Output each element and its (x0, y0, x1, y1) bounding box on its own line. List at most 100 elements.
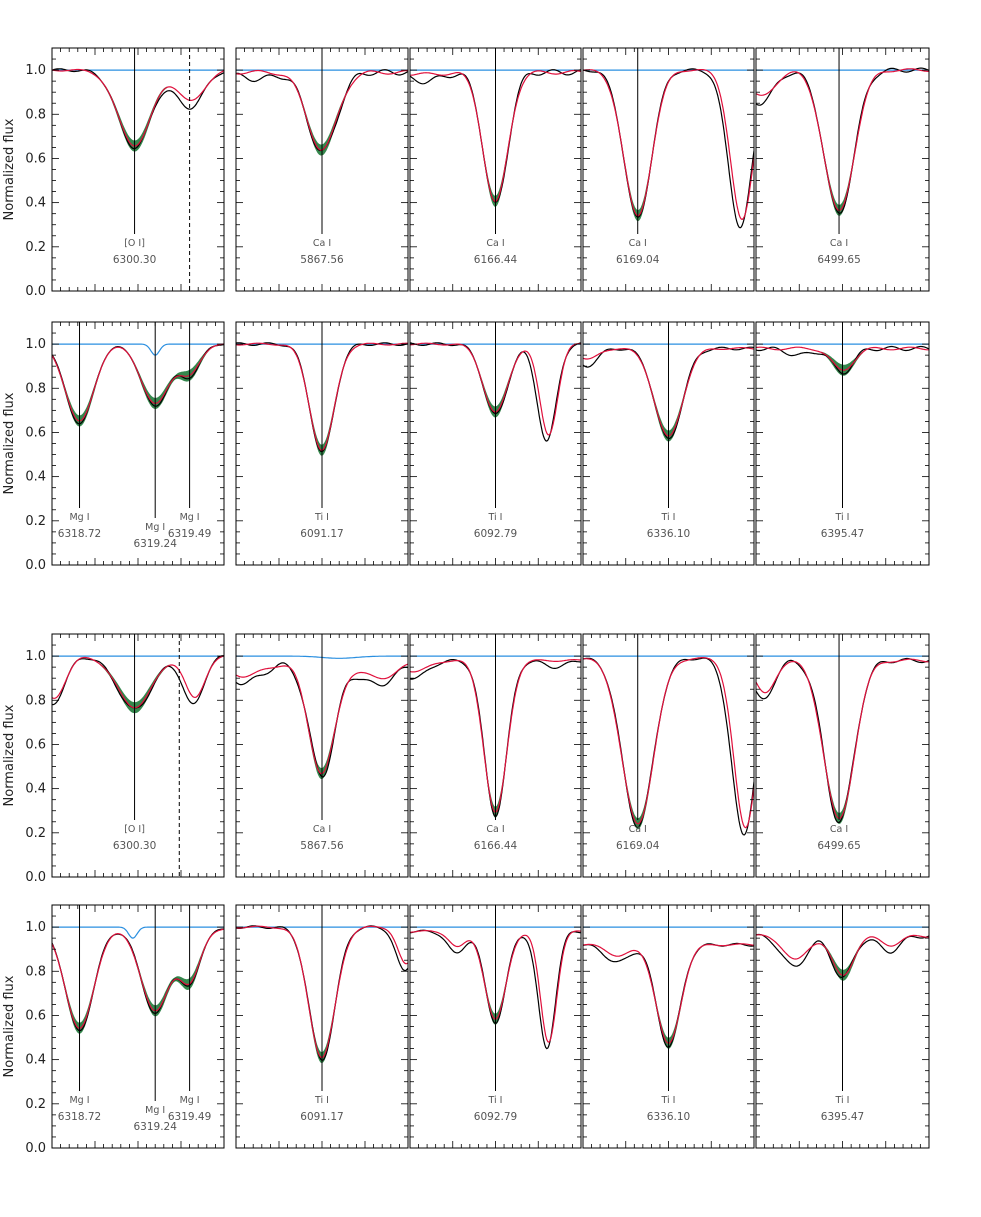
line-species-label: [O I] (124, 238, 145, 249)
line-species-label: Mg I (69, 512, 89, 523)
line-wavelength-label: 6336.10 (647, 528, 690, 540)
spectrum-panel: [O I] 6300.30 (51, 633, 225, 878)
line-species-label: Ti I (661, 512, 676, 523)
line-wavelength-label: 6092.79 (474, 1111, 517, 1123)
line-wavelength-label: 6169.04 (616, 840, 660, 852)
line-wavelength-label: 5867.56 (300, 840, 344, 852)
y-tick-label: 0.8 (25, 964, 46, 979)
spectrum-panel: Ti I 6336.10 (582, 904, 755, 1149)
line-wavelength-label: 6166.44 (474, 840, 518, 852)
observed-spectrum-line (583, 68, 754, 229)
observed-spectrum-line (52, 68, 224, 150)
line-species-label: Ca I (313, 824, 331, 835)
observed-spectrum-line (52, 655, 224, 709)
line-wavelength-label: 6318.72 (58, 1111, 101, 1123)
observed-spectrum-line (756, 67, 929, 214)
y-tick-label: 1.0 (25, 337, 46, 352)
spectrum-panel: Ti I 6092.79 (409, 321, 582, 566)
synthetic-spectrum-line (52, 68, 224, 147)
y-tick-label: 1.0 (25, 649, 46, 664)
y-tick-label: 0.0 (25, 870, 46, 885)
line-species-label: Ti I (835, 1095, 850, 1106)
line-species-label: Ti I (314, 512, 329, 523)
y-tick-label: 0.0 (25, 558, 46, 573)
line-species-label: Mg I (180, 512, 200, 523)
line-species-label: Ti I (314, 1095, 329, 1106)
line-species-label: Ca I (313, 238, 331, 249)
telluric-spectrum-line (52, 343, 224, 356)
line-species-label: Mg I (69, 1095, 89, 1106)
spectrum-panel: Ti I 6395.47 (755, 321, 930, 566)
synthetic-spectrum-line (756, 68, 929, 212)
observed-spectrum-line (583, 657, 754, 836)
line-species-label: Ti I (488, 1095, 503, 1106)
spectrum-panel: [O I] 6300.30 (51, 47, 225, 292)
y-tick-label: 0.6 (25, 1008, 46, 1023)
y-tick-label: 0.2 (25, 1097, 46, 1112)
line-species-label: Ca I (486, 824, 504, 835)
line-wavelength-label: 6499.65 (817, 840, 860, 852)
y-axis-label: Normalized flux (2, 704, 17, 806)
line-wavelength-label: 6169.04 (616, 254, 660, 266)
synthetic-spectrum-line (583, 657, 754, 829)
y-axis-label: Normalized flux (2, 118, 17, 220)
observed-spectrum-line (52, 928, 224, 1032)
line-species-label: Ti I (488, 512, 503, 523)
line-wavelength-label: 6091.17 (300, 1111, 343, 1123)
y-tick-label: 0.6 (25, 151, 46, 166)
y-tick-label: 0.2 (25, 514, 46, 529)
y-tick-label: 0.4 (25, 470, 46, 485)
line-wavelength-label: 6499.65 (817, 254, 860, 266)
line-wavelength-label: 6300.30 (113, 254, 156, 266)
observed-spectrum-line (52, 344, 224, 425)
line-wavelength-label: 6336.10 (647, 1111, 690, 1123)
line-wavelength-label: 6319.49 (168, 1111, 211, 1123)
spectrum-panel: Ca I 6499.65 (755, 47, 930, 292)
line-wavelength-label: 5867.56 (300, 254, 344, 266)
y-tick-label: 0.0 (25, 1141, 46, 1156)
line-species-label: Mg I (145, 522, 165, 533)
synthetic-spectrum-line (756, 658, 929, 820)
line-wavelength-label: 6166.44 (474, 254, 518, 266)
telluric-spectrum-line (52, 926, 224, 939)
synthetic-spectrum-line (52, 655, 224, 709)
spectrum-panel: Ti I 6091.17 (235, 321, 409, 566)
y-tick-label: 0.4 (25, 1053, 46, 1068)
y-tick-label: 0.8 (25, 381, 46, 396)
line-wavelength-label: 6091.17 (300, 528, 343, 540)
line-species-label: Ti I (661, 1095, 676, 1106)
synthetic-spectrum-line (52, 928, 224, 1029)
line-species-label: Ca I (486, 238, 504, 249)
spectrum-panel: Ca I 6166.44 (409, 633, 582, 878)
y-tick-label: 0.8 (25, 107, 46, 122)
line-species-label: Mg I (145, 1105, 165, 1116)
y-tick-label: 1.0 (25, 63, 46, 78)
line-species-label: Mg I (180, 1095, 200, 1106)
line-species-label: [O I] (124, 824, 145, 835)
uncertainty-band (169, 936, 211, 990)
spectrum-panel: Ca I 6169.04 (582, 47, 755, 292)
spectrum-panel: Ca I 6499.65 (755, 633, 930, 878)
line-wavelength-label: 6395.47 (821, 528, 864, 540)
synthetic-spectrum-line (52, 343, 224, 422)
line-species-label: Ca I (629, 238, 647, 249)
y-tick-label: 0.8 (25, 693, 46, 708)
y-tick-label: 0.6 (25, 425, 46, 440)
panel-frame (582, 633, 755, 878)
y-tick-label: 0.0 (25, 284, 46, 299)
y-axis-label: Normalized flux (2, 392, 17, 494)
line-species-label: Ca I (629, 824, 647, 835)
uncertainty-band (169, 348, 211, 387)
spectrum-panel: Ti I 6091.17 (235, 904, 409, 1149)
synthetic-spectrum-line (583, 69, 754, 221)
line-wavelength-label: 6300.30 (113, 840, 156, 852)
spectrum-panel: Ca I 6166.44 (409, 47, 582, 292)
spectrum-panel: Ti I 6092.79 (409, 904, 582, 1149)
spectrum-panel: Ti I 6395.47 (755, 904, 930, 1149)
line-species-label: Ti I (835, 512, 850, 523)
spectrum-panel: Ti I 6336.10 (582, 321, 755, 566)
line-species-label: Ca I (830, 238, 848, 249)
line-wavelength-label: 6092.79 (474, 528, 517, 540)
